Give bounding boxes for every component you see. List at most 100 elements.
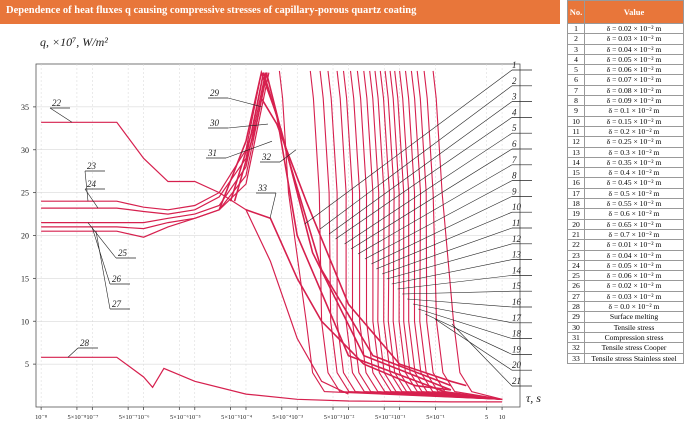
- y-tick-label: 35: [21, 103, 29, 112]
- legend-row-value: δ = 0.7 × 10⁻² m: [584, 228, 684, 241]
- leader-line: [412, 303, 513, 324]
- y-axis-title: q, ×10⁷, W/m²: [40, 35, 108, 49]
- legend-row: 27 δ = 0.03 × 10⁻² m: [567, 290, 684, 303]
- x-tick-label: 10⁻⁴: [240, 414, 253, 421]
- series-line-14: [389, 70, 503, 400]
- legend-row-number: 20: [567, 218, 585, 230]
- curve-label-33: 33: [257, 183, 268, 193]
- curve-label-26: 26: [112, 274, 122, 284]
- legend-row: 23 δ = 0.04 × 10⁻² m: [567, 249, 684, 261]
- legend-row-number: 26: [567, 280, 585, 292]
- legend-row-value: δ = 0.4 × 10⁻² m: [584, 167, 684, 179]
- legend-row-value: δ = 0.03 × 10⁻² m: [584, 290, 684, 303]
- legend-row-number: 10: [567, 115, 585, 127]
- series-line-16: [399, 70, 503, 400]
- legend-row-number: 18: [567, 198, 585, 210]
- series-line-4: [327, 70, 503, 400]
- legend-row-value: Tensile stress: [584, 321, 684, 333]
- legend-row: 18 δ = 0.55 × 10⁻² m: [567, 198, 684, 210]
- legend-row: 12 δ = 0.25 × 10⁻² m: [567, 136, 684, 148]
- x-tick-label: 5: [485, 414, 488, 421]
- legend-row-number: 21: [567, 228, 585, 241]
- legend-row-value: δ = 0.25 × 10⁻² m: [584, 136, 684, 148]
- curve-label-22: 22: [52, 98, 62, 108]
- legend-row-value: δ = 0.04 × 10⁻² m: [584, 43, 684, 55]
- curve-label-29: 29: [210, 88, 220, 98]
- y-tick-label: 5: [25, 360, 29, 369]
- legend-row: 11 δ = 0.2 × 10⁻² m: [567, 125, 684, 138]
- leader-line: [227, 123, 269, 129]
- curve-label-27: 27: [112, 299, 122, 309]
- x-tick-label: 5×10⁻²: [375, 414, 394, 421]
- legend-row-number: 5: [567, 64, 585, 76]
- series-line-23: [41, 72, 262, 211]
- curve-label-24: 24: [87, 179, 97, 189]
- x-tick-label: 10⁻⁵: [189, 414, 201, 421]
- curve-label-21: 21: [512, 376, 521, 386]
- legend-row-value: Compression stress: [584, 331, 684, 344]
- y-tick-label: 20: [21, 232, 29, 241]
- legend-row-number: 17: [567, 187, 585, 200]
- curve-label-5: 5: [512, 123, 517, 133]
- legend-row: 31 Compression stress: [567, 331, 684, 344]
- series-line-20: [423, 70, 503, 400]
- curve-label-14: 14: [512, 265, 522, 275]
- series-line-25: [41, 72, 267, 224]
- leader-line: [91, 226, 111, 285]
- legend-row-value: δ = 0.1 × 10⁻² m: [584, 105, 684, 117]
- leader-line: [225, 140, 273, 159]
- series-line-18: [410, 70, 503, 400]
- x-tick-label: 10: [499, 414, 505, 421]
- legend-row-number: 8: [567, 95, 585, 107]
- curve-label-30: 30: [209, 118, 220, 128]
- curve-label-2: 2: [512, 76, 517, 86]
- legend-row-number: 29: [567, 311, 585, 323]
- legend-row: 10 δ = 0.15 × 10⁻² m: [567, 115, 684, 127]
- leader-line: [418, 308, 513, 339]
- legend-row-number: 33: [567, 352, 585, 364]
- series-line-1: [278, 70, 503, 400]
- legend-row-value: δ = 0.45 × 10⁻² m: [584, 177, 684, 189]
- legend-row-value: δ = 0.02 × 10⁻² m: [584, 22, 684, 35]
- column-header-no: No.: [567, 0, 585, 24]
- leader-line: [376, 211, 513, 270]
- series-line-17: [404, 70, 503, 400]
- legend-row: 24 δ = 0.05 × 10⁻² m: [567, 259, 684, 272]
- leader-line: [269, 192, 277, 219]
- curve-label-28: 28: [80, 338, 90, 348]
- leader-line: [407, 298, 513, 308]
- legend-row-value: δ = 0.3 × 10⁻² m: [584, 146, 684, 158]
- legend-row-value: δ = 0.09 × 10⁻² m: [584, 95, 684, 107]
- legend-row-number: 4: [567, 53, 585, 66]
- legend-row-number: 27: [567, 290, 585, 303]
- column-header-value: Value: [584, 0, 684, 24]
- legend-row-number: 3: [567, 43, 585, 55]
- y-tick-label: 10: [21, 317, 29, 326]
- leader-line: [227, 97, 263, 108]
- legend-row-value: δ = 0.01 × 10⁻² m: [584, 239, 684, 251]
- legend-row-number: 1: [567, 22, 585, 35]
- curve-label-11: 11: [512, 218, 520, 228]
- x-tick-label: 10⁻⁷: [86, 414, 98, 421]
- curve-label-1: 1: [512, 60, 517, 70]
- x-tick-label: 5×10⁻⁴: [272, 414, 292, 421]
- series-line-27: [41, 72, 270, 238]
- legend-row-value: δ = 0.06 × 10⁻² m: [584, 64, 684, 76]
- curve-label-16: 16: [512, 297, 522, 307]
- curve-label-32: 32: [261, 152, 272, 162]
- leader-line: [279, 149, 297, 163]
- series-line-13: [384, 70, 503, 400]
- legend-row: 20 δ = 0.65 × 10⁻² m: [567, 218, 684, 230]
- series-line-15: [394, 70, 503, 400]
- legend-row-value: Tensile stress Stainless steel: [584, 352, 684, 364]
- leader-line: [350, 148, 513, 250]
- legend-row-number: 14: [567, 156, 585, 169]
- leader-line: [402, 290, 513, 295]
- x-tick-label: 10⁻³: [291, 414, 303, 421]
- legend-row-value: δ = 0.55 × 10⁻² m: [584, 198, 684, 210]
- legend-row-value: δ = 0.03 × 10⁻² m: [584, 33, 684, 45]
- curve-label-15: 15: [512, 281, 522, 291]
